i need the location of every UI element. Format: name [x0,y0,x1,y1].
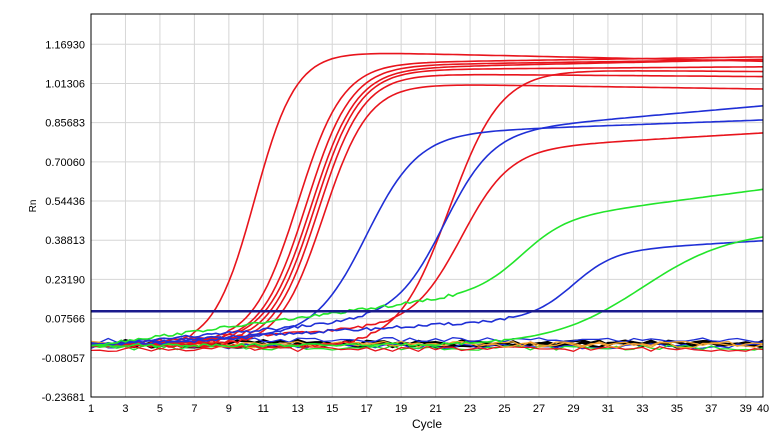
x-tick-label: 31 [602,403,614,415]
amplification-curve [90,240,764,346]
x-tick-label: 13 [292,403,304,415]
series-lines [90,52,764,349]
x-tick-label: 9 [226,403,232,415]
x-tick-label: 29 [567,403,579,415]
y-tick-label: 0.85683 [45,118,85,130]
y-tick-label: -0.23681 [42,392,85,404]
amplification-curve [90,69,764,349]
x-tick-labels: 1 3 5 7 9 11 13 15 17 19 21 23 25 27 29 31 33 35 37 39 40 [88,403,769,415]
x-tick-label: 5 [157,403,163,415]
x-axis-title: Cycle [412,417,442,431]
amplification-curve [90,58,764,347]
x-tick-label: 35 [671,403,683,415]
x-tick-label: 7 [191,403,197,415]
amplification-curve [90,236,764,348]
x-tick-label: 3 [122,403,128,415]
amplification-curve [90,58,764,347]
y-tick-label: 0.54436 [45,196,85,208]
x-tick-label: 1 [88,403,94,415]
amplification-curve [90,119,764,348]
y-tick-label: 1.16930 [45,39,85,51]
x-tick-label: 15 [326,403,338,415]
x-tick-label: 19 [395,403,407,415]
amplification-curve [90,84,764,349]
y-tick-label: 0.07566 [45,314,85,326]
y-tick-label: 0.23190 [45,274,85,286]
y-axis-title: Rn [28,200,39,213]
amplification-curve [90,105,764,347]
y-tick-label: -0.08057 [42,353,85,365]
x-tick-label: 23 [464,403,476,415]
x-tick-label: 33 [636,403,648,415]
x-tick-label: 37 [705,403,717,415]
y-tick-label: 1.01306 [45,78,85,90]
x-tick-label: 39 [740,403,752,415]
amplification-curve [90,188,764,347]
x-tick-label: 11 [258,403,269,415]
x-tick-label: 21 [429,403,441,415]
x-tick-label: 17 [361,403,373,415]
x-tick-label: 25 [498,403,510,415]
x-tick-label: 40 [757,403,769,415]
y-tick-label: 0.38813 [45,235,85,247]
plot-border [90,13,764,398]
y-tick-labels: -0.23681 -0.08057 0.07566 0.23190 0.38813 0.5… [42,39,85,404]
y-tick-label: 0.70060 [45,157,85,169]
x-tick-label: 27 [533,403,545,415]
